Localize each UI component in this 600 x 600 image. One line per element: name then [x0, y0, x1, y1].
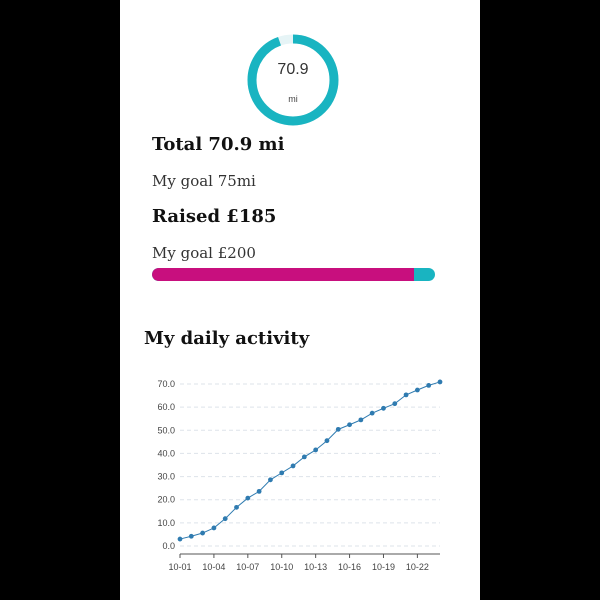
data-point	[290, 463, 296, 469]
x-tick-label: 10-19	[372, 562, 395, 572]
section-title: My daily activity	[144, 328, 310, 349]
y-tick-label: 40.0	[157, 448, 175, 458]
y-tick-label: 0.0	[162, 541, 175, 551]
ring-value: 70.9	[277, 61, 309, 78]
daily-activity-chart: 0.0 10.0 20.0 30.0 40.0 50.0 60.0 70.0 10-01 10-0…	[157, 379, 443, 572]
data-point	[279, 470, 285, 476]
ring-unit: mi	[288, 94, 298, 104]
activity-panel: 70.9 mi Total 70.9 mi My goal 75mi Raise…	[120, 0, 480, 600]
x-tick-label: 10-13	[304, 562, 327, 572]
series-line	[179, 381, 441, 540]
distance-progress-ring: 70.9 mi	[246, 33, 340, 127]
data-point	[324, 438, 330, 444]
data-point	[234, 504, 239, 510]
data-point	[403, 392, 409, 398]
y-tick-label: 60.0	[157, 402, 175, 412]
data-point	[347, 422, 352, 428]
data-point	[245, 495, 251, 501]
data-point	[335, 426, 341, 432]
data-point	[222, 516, 228, 522]
data-point	[426, 382, 432, 388]
data-point	[369, 410, 375, 416]
x-tick-label: 10-07	[236, 562, 259, 572]
data-point	[200, 530, 206, 536]
ring-arc	[247, 34, 339, 126]
x-tick-label: 10-01	[168, 562, 191, 572]
ring-graphic	[247, 34, 339, 126]
data-point	[414, 387, 420, 393]
x-tick-label: 10-10	[270, 562, 293, 572]
x-tick-label: 10-22	[406, 562, 429, 572]
data-point	[268, 477, 273, 483]
data-point	[437, 379, 443, 385]
x-tick-label: 10-04	[202, 562, 225, 572]
y-tick-label: 20.0	[157, 495, 175, 505]
y-tick-label: 30.0	[157, 472, 175, 482]
total-distance: Total 70.9 mi	[152, 134, 285, 155]
amount-raised: Raised £185	[152, 206, 277, 227]
fundraising-progress-bar	[152, 268, 435, 281]
y-tick-label: 10.0	[157, 518, 175, 528]
data-point	[177, 536, 183, 542]
data-point	[256, 488, 262, 494]
data-point	[301, 454, 307, 460]
y-tick-label: 50.0	[157, 425, 175, 435]
data-point	[211, 525, 217, 531]
money-goal: My goal £200	[152, 244, 256, 262]
fundraising-progress-fill	[152, 268, 414, 281]
data-point	[188, 533, 194, 539]
x-tick-label: 10-16	[338, 562, 361, 572]
distance-goal: My goal 75mi	[152, 172, 256, 190]
data-point	[313, 447, 319, 453]
data-point	[358, 417, 364, 423]
data-point	[381, 405, 386, 411]
data-point	[392, 401, 398, 407]
y-tick-label: 70.0	[157, 379, 175, 389]
